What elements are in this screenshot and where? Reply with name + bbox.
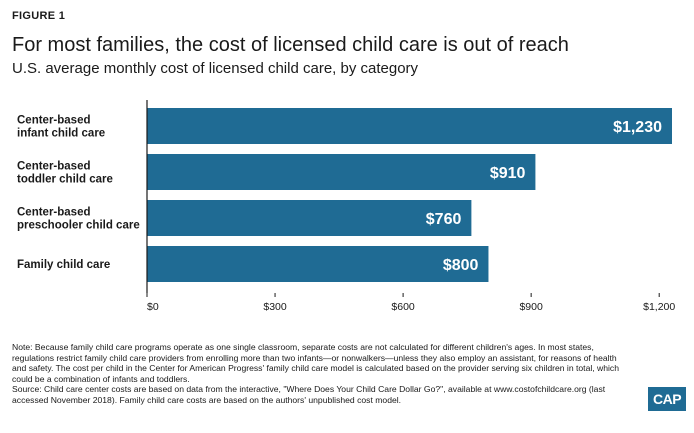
- figure-label: FIGURE 1: [12, 10, 66, 22]
- bar-value-label: $760: [426, 211, 462, 228]
- x-tick-label: $900: [519, 301, 543, 313]
- category-label: Center-based: [17, 161, 91, 173]
- bar-value-label: $800: [443, 257, 479, 274]
- bar: [147, 200, 472, 236]
- bar-value-label: $1,230: [613, 119, 662, 136]
- bar: [147, 108, 672, 144]
- cap-logo: CAP: [648, 387, 686, 411]
- category-label: Family child care: [17, 259, 110, 271]
- category-label: toddler child care: [17, 174, 113, 186]
- notes-block: Note: Because family child care programs…: [12, 342, 622, 406]
- category-label: infant child care: [17, 128, 105, 140]
- note-text: Note: Because family child care programs…: [12, 342, 619, 384]
- x-tick-label: $1,200: [643, 301, 675, 313]
- source-text: Source: Child care center costs are base…: [12, 384, 606, 405]
- category-label: Center-based: [17, 207, 91, 219]
- bar-value-label: $910: [490, 165, 526, 182]
- bar: [147, 154, 536, 190]
- x-tick-label: $0: [147, 301, 159, 313]
- x-tick-label: $300: [263, 301, 287, 313]
- category-label: Center-based: [17, 115, 91, 127]
- category-label: preschooler child care: [17, 220, 140, 232]
- chart-subtitle: U.S. average monthly cost of licensed ch…: [12, 60, 419, 77]
- bar: [147, 246, 489, 282]
- x-tick-label: $600: [391, 301, 415, 313]
- chart-title: For most families, the cost of licensed …: [12, 34, 569, 56]
